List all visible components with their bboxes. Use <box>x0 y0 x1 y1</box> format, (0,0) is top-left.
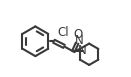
Text: N: N <box>75 34 84 47</box>
Text: Cl: Cl <box>57 26 69 39</box>
Text: N: N <box>78 44 87 57</box>
Text: O: O <box>73 28 83 41</box>
